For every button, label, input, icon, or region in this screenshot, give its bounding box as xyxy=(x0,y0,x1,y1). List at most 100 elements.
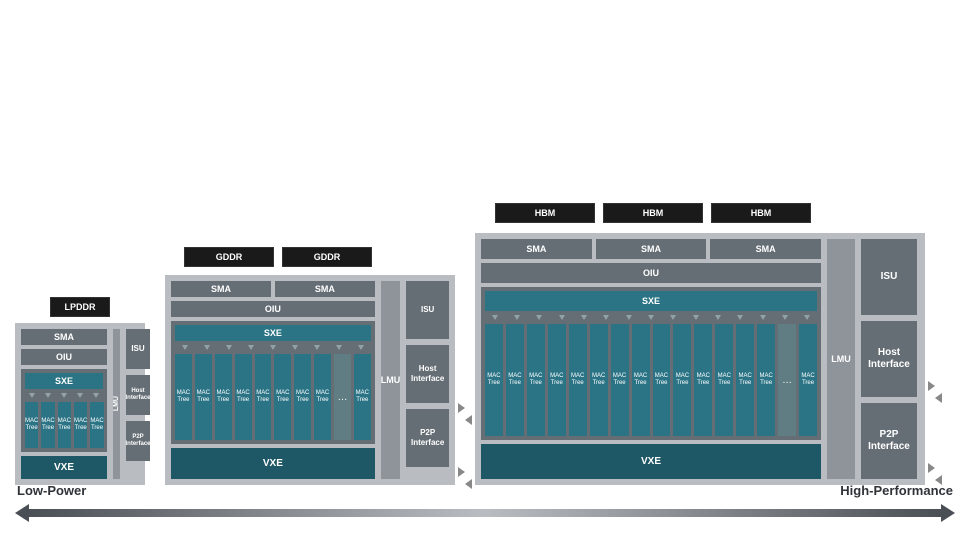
mac-row: MAC Tree MAC Tree MAC Tree MAC Tree MAC … xyxy=(25,402,103,448)
mac-ellipsis: … xyxy=(778,324,796,436)
oiu-block: OIU xyxy=(481,263,821,283)
side-column: ISU Host Interface P2P Interface xyxy=(406,281,449,479)
mac-tree: MAC Tree xyxy=(90,402,103,448)
mac-tree: MAC Tree xyxy=(215,354,232,440)
sma-block: SMA xyxy=(481,239,592,259)
sxe-arrows xyxy=(175,345,371,350)
lmu-block: LMU xyxy=(827,239,855,479)
mac-tree: MAC Tree xyxy=(653,324,671,436)
mac-tree: MAC Tree xyxy=(611,324,629,436)
oiu-block: OIU xyxy=(171,301,375,317)
host-interface: Host Interface xyxy=(126,375,150,415)
vxe-block: VXE xyxy=(21,456,107,479)
mac-tree: MAC Tree xyxy=(632,324,650,436)
memory-row: LPDDR xyxy=(15,297,145,317)
scale-axis: Low-Power High-Performance xyxy=(15,501,955,527)
vxe-block: VXE xyxy=(171,448,375,479)
isu-block: ISU xyxy=(126,329,150,369)
io-arrow-in xyxy=(465,415,472,425)
sxe-arrows xyxy=(485,315,817,320)
sxe-header: SXE xyxy=(175,325,371,341)
sxe-arrows xyxy=(25,393,103,398)
scale-arrow-right xyxy=(941,504,955,522)
sma-block: SMA xyxy=(21,329,107,345)
mac-tree: MAC Tree xyxy=(694,324,712,436)
scale-gradient xyxy=(25,509,945,517)
mac-tree: MAC Tree xyxy=(736,324,754,436)
p2p-interface: P2P Interface xyxy=(406,409,449,467)
scale-label-right: High-Performance xyxy=(840,483,953,498)
mac-tree: MAC Tree xyxy=(175,354,192,440)
mem-gddr: GDDR xyxy=(184,247,274,267)
sma-block: SMA xyxy=(710,239,821,259)
mem-hbm: HBM xyxy=(495,203,595,223)
mem-hbm: HBM xyxy=(603,203,703,223)
sma-block: SMA xyxy=(275,281,375,297)
mac-row: MAC Tree MAC Tree MAC Tree MAC Tree MAC … xyxy=(485,324,817,436)
sxe-header: SXE xyxy=(25,373,103,389)
mac-tree: MAC Tree xyxy=(314,354,331,440)
core-block: SXE MAC Tree MAC Tree MAC Tree MAC Tree … xyxy=(171,321,375,444)
mac-tree: MAC Tree xyxy=(485,324,503,436)
io-arrow-in xyxy=(465,479,472,489)
mac-tree: MAC Tree xyxy=(58,402,71,448)
mac-tree: MAC Tree xyxy=(506,324,524,436)
chip-medium: GDDR GDDR SMA SMA OIU SXE MAC Tree MAC T… xyxy=(165,275,455,485)
sma-block: SMA xyxy=(171,281,271,297)
mac-tree: MAC Tree xyxy=(590,324,608,436)
mac-tree: MAC Tree xyxy=(235,354,252,440)
mac-tree: MAC Tree xyxy=(274,354,291,440)
sma-block: SMA xyxy=(596,239,707,259)
side-column: ISU Host Interface P2P Interface xyxy=(861,239,917,479)
vxe-block: VXE xyxy=(481,444,821,479)
mac-tree: MAC Tree xyxy=(715,324,733,436)
mac-tree: MAC Tree xyxy=(255,354,272,440)
mac-tree: MAC Tree xyxy=(569,324,587,436)
memory-row: GDDR GDDR xyxy=(171,247,385,267)
chip-large: HBM HBM HBM SMA SMA SMA OIU SXE MAC Tree… xyxy=(475,233,925,485)
lmu-block: LMU xyxy=(113,329,120,479)
sxe-header: SXE xyxy=(485,291,817,311)
chip-small: LPDDR SMA OIU SXE MAC Tree MAC Tree MAC … xyxy=(15,323,145,485)
core-block: SXE MAC Tree MAC Tree MAC Tree MAC Tree … xyxy=(21,369,107,452)
p2p-interface: P2P Interface xyxy=(861,403,917,479)
mac-tree: MAC Tree xyxy=(354,354,371,440)
mac-tree: MAC Tree xyxy=(41,402,54,448)
sma-row: SMA SMA SMA xyxy=(481,239,821,259)
memory-row: HBM HBM HBM xyxy=(481,203,825,223)
mac-row: MAC Tree MAC Tree MAC Tree MAC Tree MAC … xyxy=(175,354,371,440)
io-arrow-out xyxy=(458,467,465,477)
isu-block: ISU xyxy=(861,239,917,315)
host-interface: Host Interface xyxy=(861,321,917,397)
side-column: ISU Host Interface P2P Interface xyxy=(126,329,150,479)
scale-label-left: Low-Power xyxy=(17,483,86,498)
io-arrow-out xyxy=(928,381,935,391)
mac-tree: MAC Tree xyxy=(74,402,87,448)
p2p-interface: P2P Interface xyxy=(126,421,150,461)
mac-ellipsis: … xyxy=(334,354,351,440)
chip-core-column: SMA SMA SMA OIU SXE MAC Tree MAC Tree MA… xyxy=(481,239,821,479)
oiu-block: OIU xyxy=(21,349,107,365)
chip-core-column: SMA SMA OIU SXE MAC Tree MAC Tree MAC Tr… xyxy=(171,281,375,479)
mac-tree: MAC Tree xyxy=(195,354,212,440)
core-block: SXE MAC Tree MAC Tree MAC Tree MAC Tree … xyxy=(481,287,821,440)
host-interface: Host Interface xyxy=(406,345,449,403)
lmu-block: LMU xyxy=(381,281,401,479)
mac-tree: MAC Tree xyxy=(799,324,817,436)
mac-tree: MAC Tree xyxy=(548,324,566,436)
io-arrow-out xyxy=(458,403,465,413)
mac-tree: MAC Tree xyxy=(757,324,775,436)
io-arrow-in xyxy=(935,393,942,403)
chip-stage: LPDDR SMA OIU SXE MAC Tree MAC Tree MAC … xyxy=(15,80,955,485)
chip-core-column: SMA OIU SXE MAC Tree MAC Tree MAC Tree M… xyxy=(21,329,107,479)
mac-tree: MAC Tree xyxy=(673,324,691,436)
mem-lpddr: LPDDR xyxy=(50,297,110,317)
scale-arrow-left xyxy=(15,504,29,522)
isu-block: ISU xyxy=(406,281,449,339)
mac-tree: MAC Tree xyxy=(527,324,545,436)
io-arrow-out xyxy=(928,463,935,473)
mac-tree: MAC Tree xyxy=(25,402,38,448)
mac-tree: MAC Tree xyxy=(294,354,311,440)
sma-row: SMA SMA xyxy=(171,281,375,297)
mem-gddr: GDDR xyxy=(282,247,372,267)
